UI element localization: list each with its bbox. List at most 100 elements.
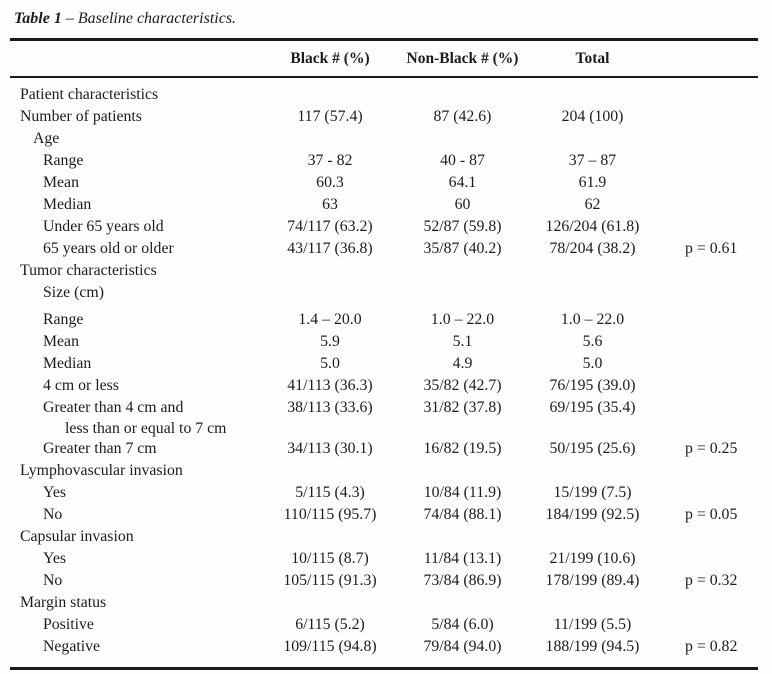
cell-nonblack: 40 - 87 [440, 152, 485, 169]
cell-black: 10/115 (8.7) [291, 550, 369, 567]
row-label: Patient characteristics [20, 86, 159, 103]
row-label: Positive [43, 616, 94, 633]
cell-nonblack: 74/84 (88.1) [423, 506, 502, 523]
table-row: Median 5.0 4.9 5.0 [10, 353, 758, 375]
cell-pvalue: p = 0.82 [685, 638, 738, 655]
row-label: Size (cm) [43, 284, 104, 301]
cell-total [530, 460, 655, 482]
cell-total: 184/199 (92.5) [545, 506, 640, 523]
cell-pvalue [655, 128, 758, 150]
cell-pvalue [655, 526, 758, 548]
table-row: Mean 60.3 64.1 61.9 [10, 172, 758, 194]
cell-pvalue [655, 309, 758, 331]
cell-total: 76/195 (39.0) [549, 377, 636, 394]
table-row: Mean 5.9 5.1 5.6 [10, 331, 758, 353]
cell-total [530, 592, 655, 614]
cell-total: 11/199 (5.5) [553, 616, 632, 633]
cell-black: 6/115 (5.2) [295, 616, 365, 633]
table-row: Age [10, 128, 758, 150]
cell-nonblack: 10/84 (11.9) [423, 484, 502, 501]
table-row: Patient characteristics [10, 77, 758, 106]
table-row: Tumor characteristics [10, 260, 758, 282]
cell-nonblack [395, 460, 530, 482]
row-label: Capsular invasion [20, 528, 134, 545]
cell-total: 62 [584, 196, 601, 213]
table-row: Number of patients 117 (57.4) 87 (42.6) 204… [10, 106, 758, 128]
cell-total: 178/199 (89.4) [545, 572, 640, 589]
cell-total [530, 526, 655, 548]
cell-nonblack: 11/84 (13.1) [423, 550, 502, 567]
cell-nonblack: 4.9 [452, 355, 473, 372]
cell-black: 110/115 (95.7) [283, 506, 377, 523]
row-label: Median [43, 355, 92, 372]
table-body: Patient characteristics Number of patient… [10, 77, 758, 669]
header-pvalue [655, 40, 758, 78]
cell-black [265, 282, 395, 309]
cell-nonblack: 35/87 (40.2) [423, 240, 502, 257]
cell-total: 61.9 [578, 174, 607, 191]
cell-pvalue [655, 548, 758, 570]
cell-black: 5/115 (4.3) [295, 484, 365, 501]
header-black: Black # (%) [290, 50, 370, 67]
cell-black [265, 460, 395, 482]
cell-total [530, 77, 655, 106]
cell-total: 37 – 87 [568, 152, 617, 169]
table-row: Lymphovascular invasion [10, 460, 758, 482]
cell-black [265, 592, 395, 614]
cell-pvalue [655, 331, 758, 353]
row-label: Lymphovascular invasion [20, 462, 183, 479]
cell-total: 1.0 – 22.0 [560, 311, 625, 328]
cell-nonblack: 5.1 [452, 333, 473, 350]
cell-nonblack: 79/84 (94.0) [423, 638, 502, 655]
row-label: No [43, 506, 63, 523]
table-row: Under 65 years old 74/117 (63.2) 52/87 (59… [10, 216, 758, 238]
cell-black: 38/113 (33.6) [287, 399, 373, 416]
cell-nonblack: 73/84 (86.9) [423, 572, 502, 589]
cell-total: 50/195 (25.6) [549, 440, 636, 457]
cell-pvalue [655, 260, 758, 282]
cell-black: 1.4 – 20.0 [298, 311, 362, 328]
cell-pvalue [655, 282, 758, 309]
cell-black: 37 - 82 [307, 152, 353, 169]
cell-pvalue [655, 77, 758, 106]
row-label: Negative [43, 638, 101, 655]
cell-total: 5.0 [582, 355, 603, 372]
cell-nonblack [395, 77, 530, 106]
cell-total: 126/204 (61.8) [545, 218, 640, 235]
cell-nonblack: 64.1 [448, 174, 477, 191]
table-row: 65 years old or older 43/117 (36.8) 35/87 … [10, 238, 758, 260]
cell-black: 41/113 (36.3) [287, 377, 373, 394]
table-row: No 105/115 (91.3) 73/84 (86.9) 178/199 (89.… [10, 570, 758, 592]
table-row: No 110/115 (95.7) 74/84 (88.1) 184/199 (92.… [10, 504, 758, 526]
cell-nonblack: 60 [454, 196, 471, 213]
cell-pvalue [655, 375, 758, 397]
cell-black: 63 [322, 196, 338, 213]
cell-nonblack [395, 592, 530, 614]
cell-black: 60.3 [316, 174, 344, 191]
cell-total: 69/195 (35.4) [549, 399, 636, 416]
cell-black [265, 77, 395, 106]
cell-pvalue [655, 353, 758, 375]
cell-black: 105/115 (91.3) [283, 572, 377, 589]
row-label: Tumor characteristics [20, 262, 157, 279]
row-label: No [43, 572, 63, 589]
cell-black: 43/117 (36.8) [287, 240, 373, 257]
cell-nonblack: 1.0 – 22.0 [430, 311, 495, 328]
cell-pvalue [655, 397, 758, 438]
cell-nonblack [395, 260, 530, 282]
header-empty [10, 40, 265, 78]
cell-pvalue: p = 0.05 [685, 506, 738, 523]
cell-total: 204 (100) [561, 108, 624, 125]
cell-pvalue [655, 106, 758, 128]
table-row: Greater than 7 cm 34/113 (30.1) 16/82 (19.… [10, 438, 758, 460]
cell-nonblack: 52/87 (59.8) [423, 218, 502, 235]
row-label: Margin status [20, 594, 107, 611]
cell-black: 109/115 (94.8) [283, 638, 377, 655]
table-row: Negative 109/115 (94.8) 79/84 (94.0) 188/19… [10, 636, 758, 669]
table-caption: Table 1– Baseline characteristics. [0, 0, 772, 28]
cell-pvalue [655, 216, 758, 238]
table-row: Size (cm) [10, 282, 758, 309]
header-total: Total [575, 50, 610, 67]
row-label: Greater than 4 cm and less than or equal … [10, 397, 265, 438]
row-label-continuation: less than or equal to 7 cm [65, 420, 227, 437]
